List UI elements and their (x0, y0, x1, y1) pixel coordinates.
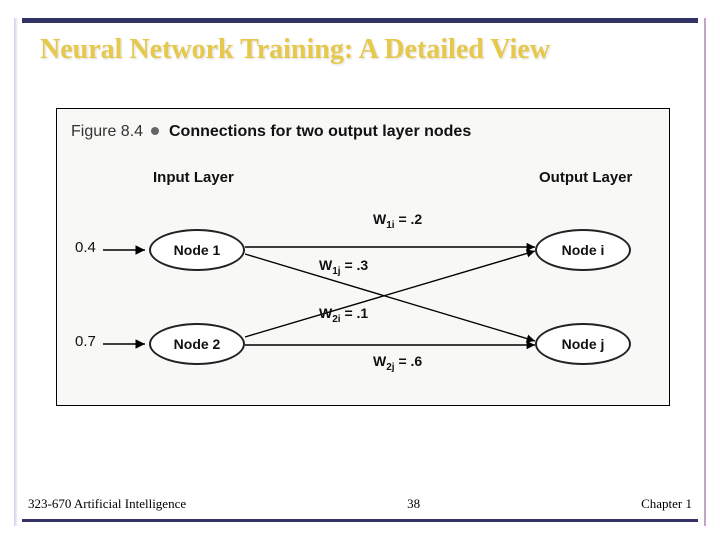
input-value: 0.7 (75, 333, 96, 350)
input-node: Node 1 (149, 229, 245, 271)
left-accent (14, 18, 18, 526)
figure-bullet-icon (151, 127, 159, 135)
input-value: 0.4 (75, 239, 96, 256)
input-layer-label: Input Layer (153, 169, 234, 186)
weight-label: W2i = .1 (319, 305, 368, 325)
slide: Neural Network Training: A Detailed View… (0, 0, 720, 540)
weight-label: W1i = .2 (373, 211, 422, 231)
slide-title: Neural Network Training: A Detailed View (40, 34, 680, 66)
weight-label: W1j = .3 (319, 257, 368, 277)
footer-page: 38 (407, 496, 420, 512)
output-layer-label: Output Layer (539, 169, 632, 186)
footer-left: 323-670 Artificial Intelligence (28, 496, 186, 512)
figure-box: Figure 8.4 Connections for two output la… (56, 108, 670, 406)
top-bar (22, 18, 698, 23)
figure-caption: Connections for two output layer nodes (169, 123, 471, 141)
output-node: Node j (535, 323, 631, 365)
footer-right: Chapter 1 (641, 496, 692, 512)
right-accent (704, 18, 706, 526)
output-node: Node i (535, 229, 631, 271)
weight-label: W2j = .6 (373, 353, 422, 373)
figure-number: Figure 8.4 (71, 123, 143, 141)
footer: 323-670 Artificial Intelligence 38 Chapt… (28, 496, 692, 512)
bottom-bar (22, 519, 698, 522)
input-node: Node 2 (149, 323, 245, 365)
